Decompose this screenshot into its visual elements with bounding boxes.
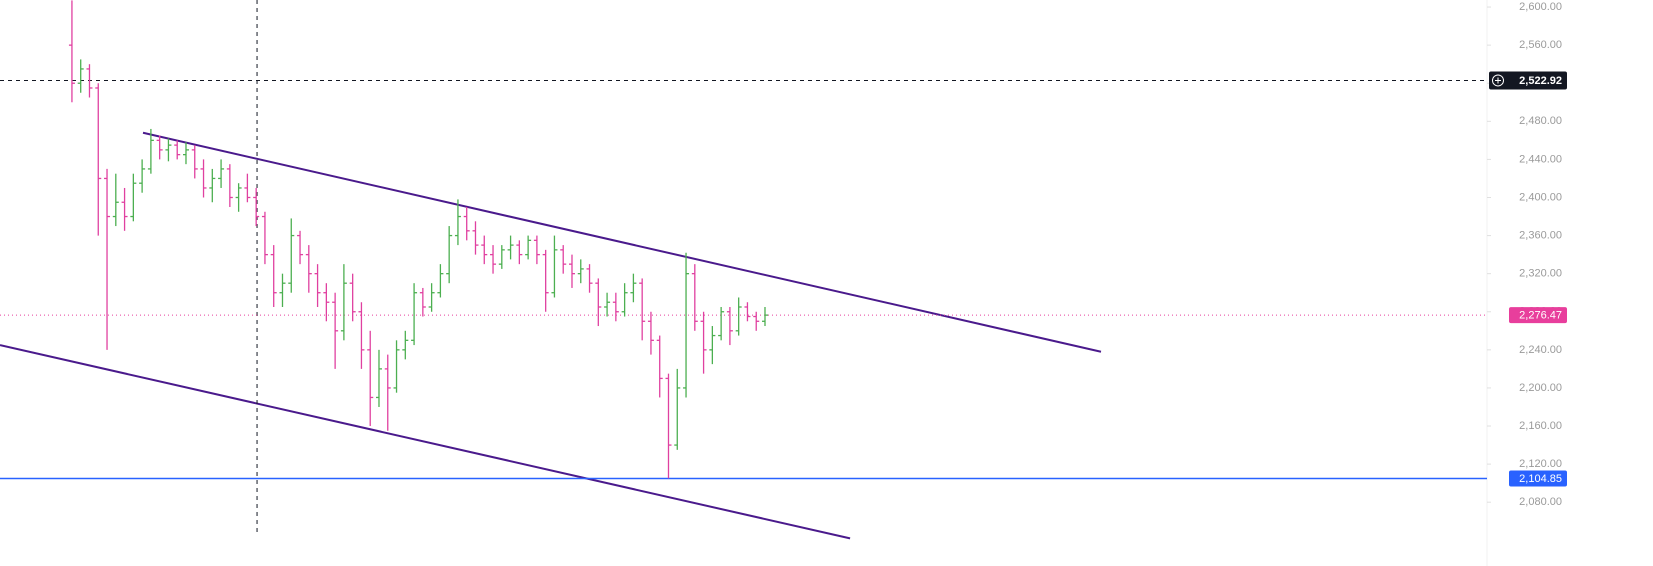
y-tick-label: 2,200.00: [1519, 382, 1562, 394]
trendline: [142, 131, 1102, 353]
price-label-bg: [1509, 470, 1567, 487]
y-tick-label: 2,440.00: [1519, 153, 1562, 165]
y-tick-label: 2,600.00: [1519, 1, 1562, 13]
y-tick-label: 2,160.00: [1519, 420, 1562, 432]
price-label: 2,276.47: [1519, 310, 1562, 322]
y-tick-label: 2,240.00: [1519, 344, 1562, 356]
crosshair-label-bg: [1489, 71, 1567, 90]
y-tick-label: 2,560.00: [1519, 39, 1562, 51]
crosshair-price-label: 2,522.92: [1519, 75, 1562, 87]
add-alert-icon: [1492, 74, 1504, 87]
price-label: 2,104.85: [1519, 473, 1562, 485]
add-alert-plus: [1495, 77, 1501, 84]
y-tick-label: 2,120.00: [1519, 458, 1562, 470]
y-tick-label: 2,320.00: [1519, 268, 1562, 280]
y-tick-label: 2,480.00: [1519, 115, 1562, 127]
price-label-bg: [1509, 307, 1567, 324]
y-tick-label: 2,360.00: [1519, 229, 1562, 241]
y-tick-label: 2,080.00: [1519, 496, 1562, 508]
y-tick-label: 2,400.00: [1519, 191, 1562, 203]
trendline: [0, 344, 851, 540]
